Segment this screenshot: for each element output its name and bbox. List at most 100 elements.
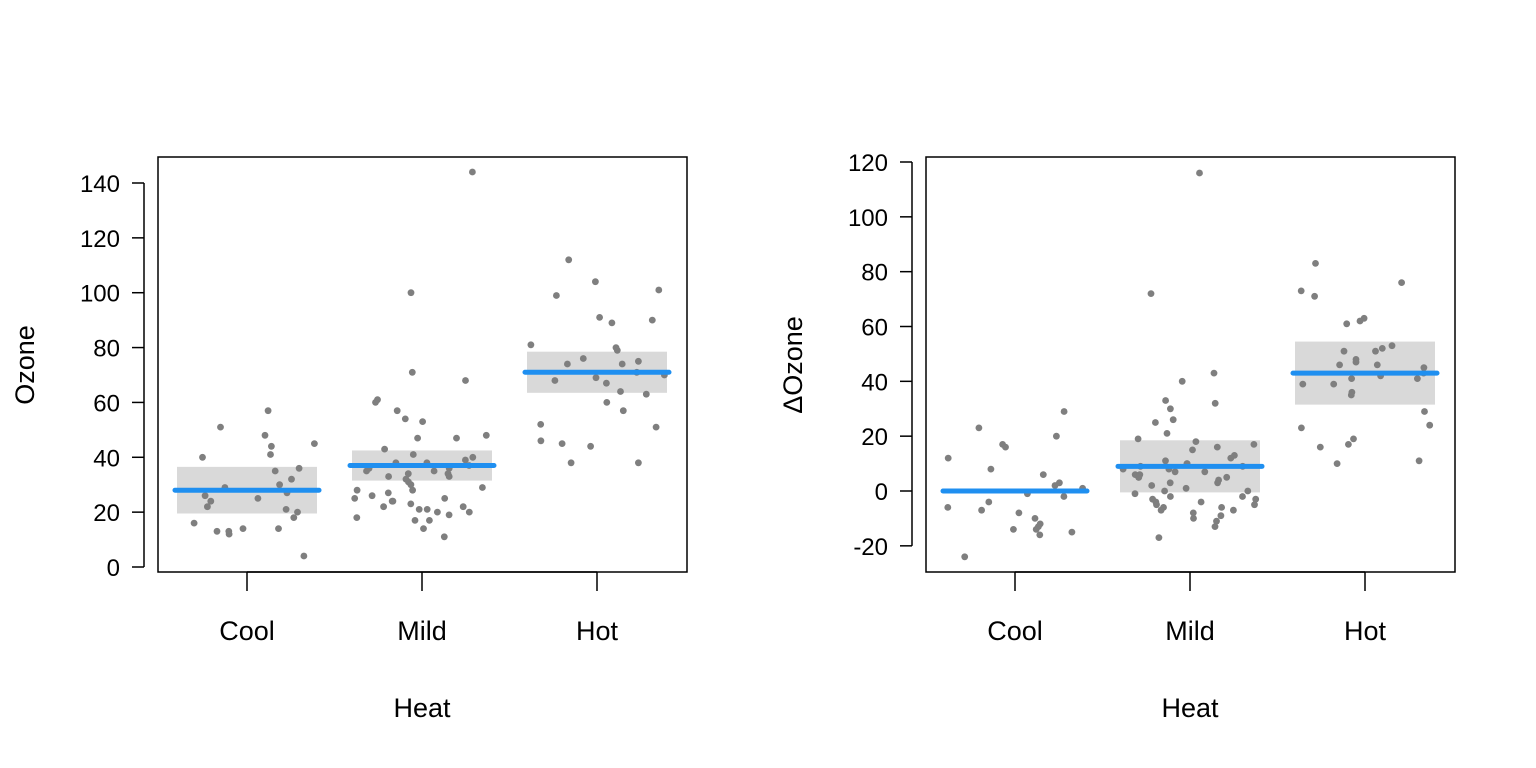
x-tick-label: Hot xyxy=(1344,616,1387,646)
data-point xyxy=(618,360,626,368)
data-point xyxy=(1031,515,1039,522)
data-point xyxy=(579,355,587,362)
y-axis-title: ΔOzone xyxy=(778,316,808,414)
data-point xyxy=(1333,460,1341,467)
y-tick-label: 20 xyxy=(93,500,120,527)
data-point xyxy=(642,390,650,398)
data-point xyxy=(617,388,624,395)
data-point xyxy=(961,553,969,561)
data-point xyxy=(1217,512,1225,520)
data-point xyxy=(1010,526,1017,533)
data-point xyxy=(1378,345,1386,352)
data-point xyxy=(1356,317,1364,325)
data-point xyxy=(254,495,262,502)
data-point xyxy=(426,517,433,524)
data-point xyxy=(1244,487,1252,495)
y-tick-label: 20 xyxy=(861,424,888,451)
data-point xyxy=(381,445,388,453)
data-point xyxy=(261,431,269,439)
data-point xyxy=(648,316,656,324)
data-point xyxy=(1297,287,1305,295)
data-point xyxy=(1211,523,1219,530)
data-point xyxy=(1250,441,1258,448)
data-point xyxy=(1223,473,1231,481)
x-tick-label: Cool xyxy=(219,616,275,646)
data-point xyxy=(415,506,423,513)
x-tick-label: Hot xyxy=(576,616,619,646)
data-point xyxy=(1398,279,1405,286)
data-point xyxy=(267,451,274,458)
data-point xyxy=(353,486,361,494)
y-tick-label: 60 xyxy=(93,390,120,417)
data-point xyxy=(558,440,566,447)
data-point xyxy=(430,467,438,475)
data-point xyxy=(1162,397,1169,404)
data-point xyxy=(445,511,453,519)
data-point xyxy=(409,451,417,458)
data-point xyxy=(527,341,535,349)
data-point xyxy=(635,357,642,365)
data-point xyxy=(271,467,279,475)
data-point xyxy=(1039,471,1047,478)
y-tick-label: 40 xyxy=(861,369,888,396)
y-tick-label: 120 xyxy=(848,150,888,177)
data-point xyxy=(225,530,233,538)
data-point xyxy=(434,508,441,516)
data-point xyxy=(567,459,575,467)
data-point xyxy=(1340,347,1348,355)
data-point xyxy=(469,168,476,176)
data-point xyxy=(1252,495,1260,503)
data-point xyxy=(1169,416,1177,424)
data-point xyxy=(385,473,392,480)
data-point xyxy=(1148,482,1156,489)
data-point xyxy=(294,508,301,516)
data-point xyxy=(1214,479,1221,487)
data-point xyxy=(351,495,359,502)
data-point xyxy=(459,503,467,511)
data-point xyxy=(1372,347,1379,355)
data-point xyxy=(1421,408,1428,415)
data-point xyxy=(944,504,952,511)
data-point xyxy=(1166,479,1174,487)
data-point xyxy=(652,423,660,431)
data-point xyxy=(441,495,449,502)
data-point xyxy=(1060,493,1068,500)
data-point xyxy=(1163,430,1171,437)
data-point xyxy=(1388,342,1396,350)
data-point xyxy=(419,418,426,425)
data-point xyxy=(613,346,621,354)
data-point xyxy=(1352,358,1360,366)
data-point xyxy=(1153,501,1160,509)
y-tick-label: 140 xyxy=(80,171,120,198)
data-point xyxy=(592,278,599,286)
y-tick-label: 0 xyxy=(107,555,120,582)
data-point xyxy=(1155,534,1163,541)
data-point xyxy=(592,374,600,382)
data-point xyxy=(190,519,198,527)
data-point xyxy=(608,319,616,327)
data-point xyxy=(204,503,211,511)
data-point xyxy=(1178,377,1186,385)
data-point xyxy=(1316,443,1324,451)
data-point xyxy=(445,473,453,480)
data-point xyxy=(465,508,473,516)
data-point xyxy=(276,481,283,489)
data-point xyxy=(264,407,272,415)
data-point xyxy=(407,289,415,297)
y-tick-label: 100 xyxy=(848,205,888,232)
data-point xyxy=(551,377,559,384)
data-point xyxy=(1134,435,1142,443)
data-point xyxy=(295,464,303,472)
data-point xyxy=(453,434,460,442)
data-point xyxy=(1192,438,1200,445)
x-axis-title: Heat xyxy=(1161,693,1219,723)
data-point xyxy=(217,423,224,431)
data-point xyxy=(440,533,448,541)
data-point xyxy=(1197,498,1205,506)
data-point xyxy=(1182,484,1190,492)
data-point xyxy=(207,497,215,505)
y-tick-label: 40 xyxy=(93,445,120,472)
data-point xyxy=(564,360,571,368)
data-point xyxy=(1162,457,1169,465)
data-point xyxy=(380,503,387,511)
